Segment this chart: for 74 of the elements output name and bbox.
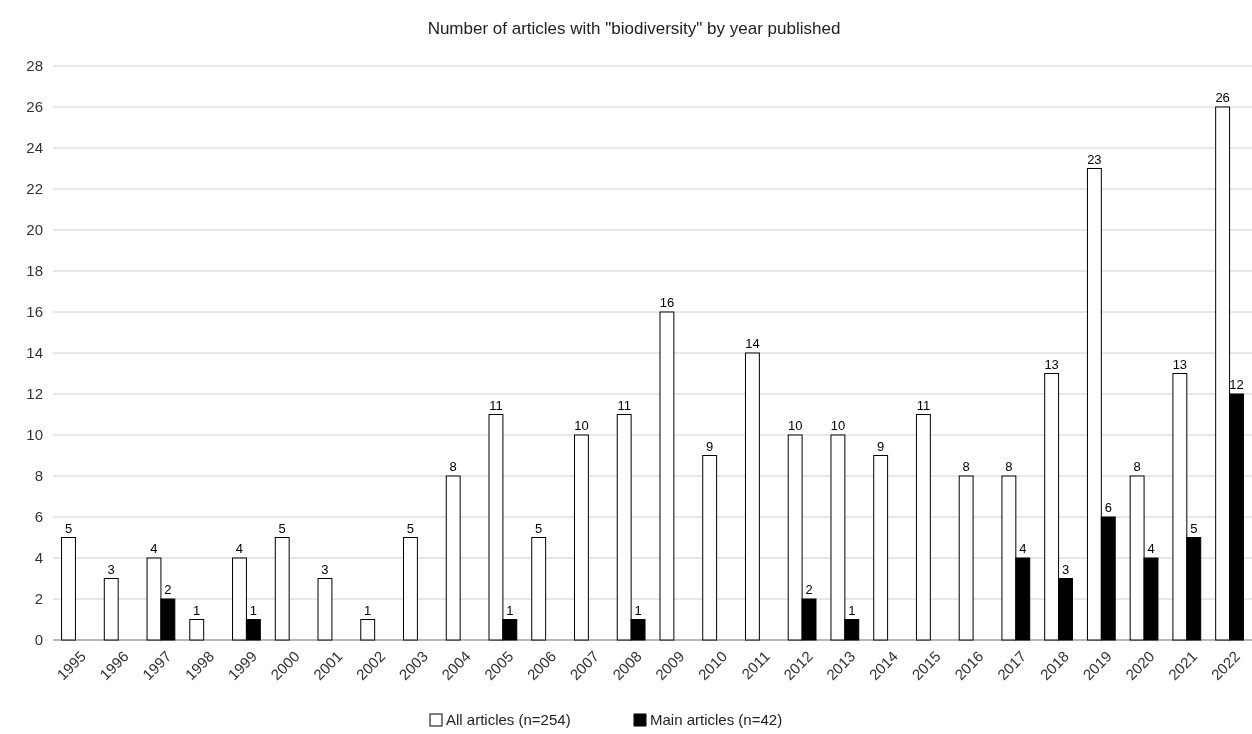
data-label: 12 (1229, 377, 1244, 392)
data-label: 4 (1019, 541, 1027, 556)
bar (958, 475, 974, 641)
data-label: 10 (830, 418, 846, 433)
data-label: 23 (1087, 151, 1102, 167)
bar (573, 434, 589, 641)
data-label: 1 (506, 602, 514, 618)
data-label: 26 (1215, 90, 1230, 105)
bar (702, 455, 718, 641)
y-tick-label: 2 (34, 590, 43, 608)
data-label: 3 (1061, 561, 1070, 577)
bar (873, 455, 889, 641)
data-label: 14 (745, 336, 760, 351)
data-label: 11 (489, 397, 503, 413)
bar (360, 619, 376, 641)
data-label: 1 (249, 602, 257, 618)
data-label: 13 (1044, 356, 1059, 372)
y-tick-label: 0 (34, 631, 43, 649)
legend-label: All articles (n=254) (446, 711, 571, 729)
bar (189, 619, 205, 641)
bar (744, 352, 760, 641)
y-tick-label: 26 (26, 98, 43, 116)
bar (531, 537, 547, 641)
data-label: 3 (321, 561, 329, 577)
data-label: 5 (1190, 520, 1198, 536)
y-tick-label: 18 (26, 262, 43, 280)
chart-title: Number of articles with "biodiversity" by year published (427, 19, 841, 38)
data-label: 5 (535, 520, 543, 536)
data-label: 6 (1104, 500, 1112, 515)
data-label: 10 (787, 418, 803, 433)
data-label: 5 (406, 520, 415, 536)
y-tick-label: 12 (26, 385, 43, 403)
bar (103, 578, 119, 641)
y-tick-label: 22 (26, 180, 43, 198)
data-label: 16 (659, 295, 675, 310)
y-tick-label: 8 (34, 467, 43, 485)
data-label: 11 (916, 397, 931, 413)
data-label: 1 (364, 602, 372, 618)
data-label: 1 (848, 602, 856, 618)
data-label: 2 (164, 582, 172, 597)
data-label: 4 (1147, 541, 1155, 556)
data-label: 8 (1005, 459, 1013, 474)
data-label: 1 (634, 602, 642, 618)
bar (915, 414, 931, 641)
bar (317, 578, 333, 641)
data-label: 9 (706, 438, 714, 454)
bar (445, 475, 461, 641)
y-tick-label: 28 (26, 57, 43, 75)
bar (274, 537, 290, 641)
y-tick-label: 6 (34, 508, 43, 526)
bar (659, 311, 675, 641)
data-label: 4 (150, 541, 158, 556)
y-tick-label: 4 (34, 549, 43, 567)
data-label: 5 (64, 520, 73, 536)
data-label: 5 (278, 520, 286, 536)
data-label: 13 (1172, 356, 1188, 372)
data-label: 3 (107, 561, 115, 577)
data-label: 8 (962, 459, 970, 474)
legend-label: Main articles (n=42) (650, 711, 783, 729)
data-label: 2 (805, 582, 813, 597)
data-label: 9 (877, 438, 885, 454)
data-label: 8 (1133, 459, 1141, 474)
y-tick-label: 24 (26, 139, 43, 157)
y-tick-label: 20 (26, 221, 43, 239)
data-label: 8 (449, 459, 457, 474)
bar (403, 537, 418, 641)
data-label: 10 (574, 418, 589, 433)
y-tick-label: 14 (26, 344, 43, 362)
bar (61, 537, 76, 641)
data-label: 4 (235, 541, 244, 556)
data-label: 1 (193, 602, 201, 618)
data-label: 11 (617, 397, 631, 413)
y-tick-label: 10 (26, 426, 43, 444)
y-tick-label: 16 (26, 303, 43, 321)
